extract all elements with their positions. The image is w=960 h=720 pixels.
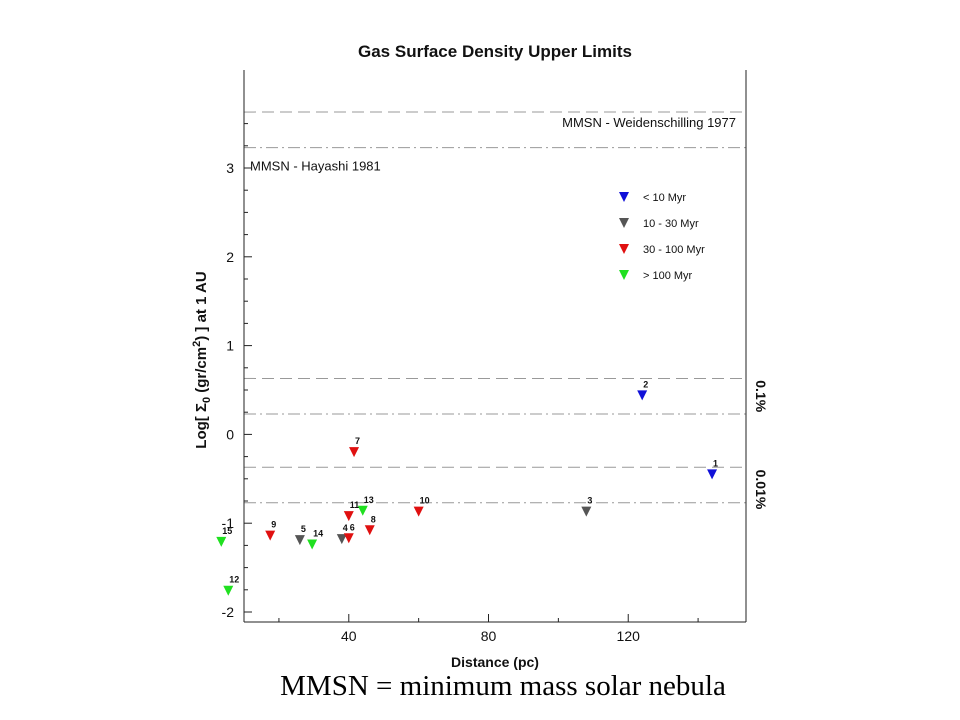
data-point-label: 9	[271, 520, 276, 530]
data-point	[637, 390, 648, 401]
y-label-units: (gr/cm	[193, 347, 210, 397]
legend-label: 30 - 100 Myr	[643, 244, 705, 256]
caption: MMSN = minimum mass solar nebula	[280, 670, 726, 702]
data-point	[343, 533, 354, 544]
data-point	[357, 505, 368, 516]
percentage-annotation: 0.1%	[753, 380, 769, 412]
y-label-at: at 1 AU	[193, 271, 210, 326]
data-point-label: 2	[643, 379, 648, 389]
chart-title: Gas Surface Density Upper Limits	[358, 42, 632, 61]
legend-marker	[619, 270, 629, 280]
data-point-label: 4	[343, 523, 348, 533]
y-tick-label: 2	[226, 249, 234, 265]
data-point	[707, 469, 718, 480]
legend: < 10 Myr 10 - 30 Myr 30 - 100 Myr > 100 Myr	[619, 192, 705, 282]
legend-marker	[619, 218, 629, 228]
data-point-label: 15	[222, 526, 232, 536]
y-tick-label: -2	[222, 604, 235, 620]
legend-marker	[619, 192, 629, 202]
data-point-label: 14	[313, 529, 323, 539]
data-point	[413, 506, 424, 517]
x-axis-label: Distance (pc)	[451, 654, 539, 670]
data-point	[223, 585, 234, 596]
reference-line-label: MMSN - Hayashi 1981	[250, 159, 381, 174]
y-axis-label: Log[ Σ0 (gr/cm2) ] at 1 AU	[191, 271, 213, 448]
data-point	[307, 539, 318, 550]
data-point	[581, 506, 592, 517]
legend-label: > 100 Myr	[643, 270, 693, 282]
data-point	[294, 535, 305, 546]
y-tick-label: -1	[222, 515, 235, 531]
y-label-close: ) ]	[193, 327, 210, 341]
x-tick-label: 120	[617, 628, 641, 644]
plot-axes	[243, 70, 747, 623]
data-point-label: 6	[350, 522, 355, 532]
y-tick-label: 3	[226, 160, 234, 176]
data-point-label: 3	[587, 496, 592, 506]
data-point-label: 11	[350, 500, 360, 510]
y-label-subscript: 0	[201, 397, 213, 403]
y-label-part: Log[	[193, 412, 210, 449]
legend-label: < 10 Myr	[643, 192, 686, 204]
data-point-label: 5	[301, 524, 306, 534]
legend-label: 10 - 30 Myr	[643, 218, 699, 230]
y-tick-label: 1	[226, 338, 234, 354]
data-point-label: 12	[229, 575, 239, 585]
y-tick-label: 0	[226, 426, 234, 442]
legend-marker	[619, 244, 629, 254]
data-point-label: 8	[371, 514, 376, 524]
percentage-annotation: 0.01%	[753, 470, 769, 510]
data-point-label: 7	[355, 436, 360, 446]
x-tick-label: 80	[481, 628, 497, 644]
y-label-superscript: 2	[191, 341, 203, 347]
data-point	[364, 525, 375, 536]
reference-line-label: MMSN - Weidenschilling 1977	[562, 115, 736, 130]
data-point	[349, 447, 360, 458]
data-point-label: 1	[713, 458, 718, 468]
data-point	[343, 511, 354, 522]
data-point	[336, 534, 347, 545]
data-point	[265, 530, 276, 541]
data-point	[216, 536, 227, 547]
data-point-label: 13	[364, 495, 374, 505]
data-point-label: 10	[420, 496, 430, 506]
x-tick-label: 40	[341, 628, 357, 644]
y-label-sigma: Σ	[193, 403, 210, 412]
